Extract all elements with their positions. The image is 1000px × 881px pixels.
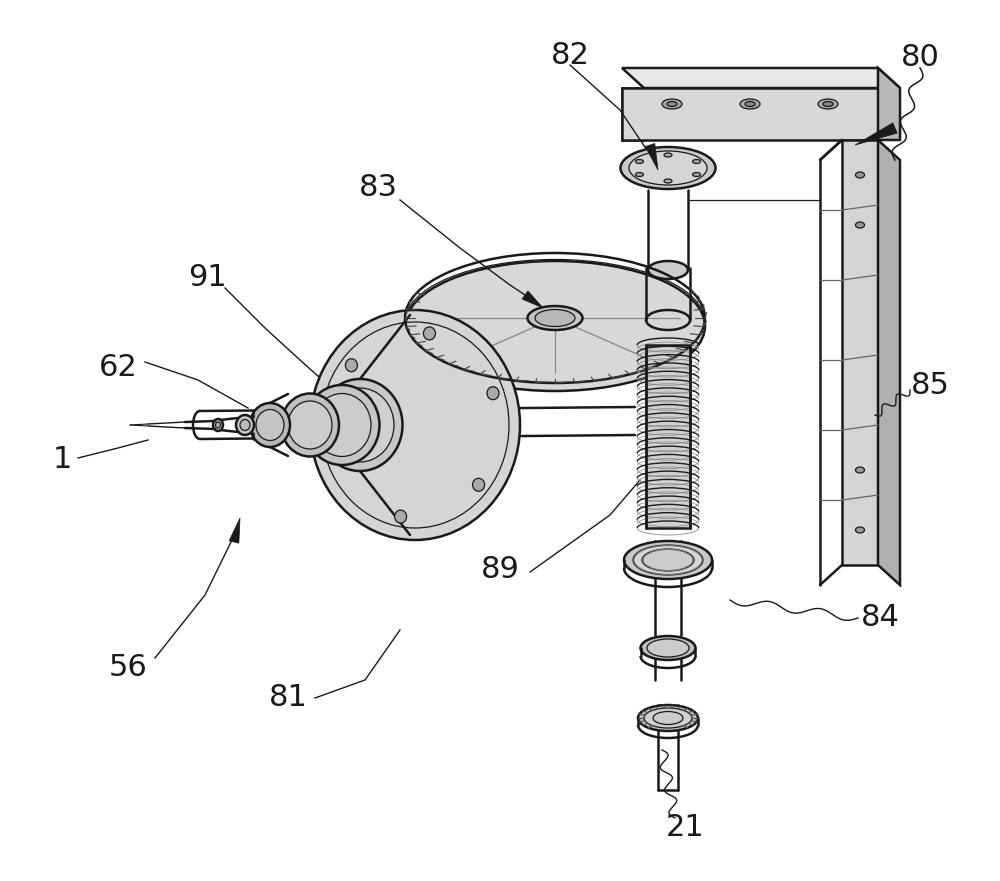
Ellipse shape: [213, 419, 223, 431]
Ellipse shape: [318, 379, 402, 471]
Ellipse shape: [620, 147, 716, 189]
Ellipse shape: [288, 401, 332, 449]
Polygon shape: [646, 345, 690, 528]
Polygon shape: [229, 518, 240, 544]
Ellipse shape: [667, 101, 677, 107]
Polygon shape: [842, 140, 878, 565]
Polygon shape: [522, 291, 543, 308]
Ellipse shape: [487, 387, 499, 400]
Ellipse shape: [856, 172, 864, 178]
Ellipse shape: [216, 422, 220, 428]
Ellipse shape: [664, 179, 672, 183]
Ellipse shape: [740, 99, 760, 109]
Text: 82: 82: [551, 41, 589, 70]
Polygon shape: [622, 88, 644, 140]
Polygon shape: [622, 88, 878, 140]
Ellipse shape: [326, 388, 394, 462]
Text: 56: 56: [109, 654, 147, 683]
Text: 85: 85: [911, 371, 949, 399]
Ellipse shape: [236, 415, 254, 435]
Ellipse shape: [281, 394, 339, 456]
Ellipse shape: [640, 636, 696, 660]
Ellipse shape: [331, 450, 343, 463]
Ellipse shape: [240, 419, 250, 431]
Ellipse shape: [856, 222, 864, 228]
Ellipse shape: [313, 394, 371, 456]
Ellipse shape: [693, 159, 701, 164]
Ellipse shape: [528, 306, 582, 330]
Ellipse shape: [473, 478, 485, 492]
Text: 1: 1: [52, 446, 72, 475]
Ellipse shape: [345, 359, 357, 372]
Ellipse shape: [856, 467, 864, 473]
Text: 21: 21: [666, 813, 704, 842]
Text: 83: 83: [358, 174, 398, 203]
Polygon shape: [645, 144, 658, 170]
Ellipse shape: [648, 261, 688, 279]
Ellipse shape: [304, 385, 380, 465]
Ellipse shape: [638, 705, 698, 731]
Polygon shape: [878, 140, 900, 585]
Ellipse shape: [629, 151, 707, 185]
Text: 89: 89: [481, 556, 519, 584]
Polygon shape: [855, 123, 897, 145]
Ellipse shape: [823, 101, 833, 107]
Polygon shape: [878, 68, 900, 140]
Text: 80: 80: [901, 43, 939, 72]
Polygon shape: [622, 68, 900, 88]
Text: 62: 62: [99, 353, 137, 382]
Ellipse shape: [624, 541, 712, 579]
Ellipse shape: [642, 549, 694, 571]
Ellipse shape: [535, 309, 575, 327]
Ellipse shape: [745, 101, 755, 107]
Ellipse shape: [647, 639, 689, 657]
Ellipse shape: [653, 712, 683, 724]
Ellipse shape: [664, 153, 672, 157]
Text: 84: 84: [861, 603, 899, 633]
Ellipse shape: [256, 410, 284, 440]
Ellipse shape: [662, 99, 682, 109]
Ellipse shape: [818, 99, 838, 109]
Ellipse shape: [405, 261, 705, 391]
Ellipse shape: [635, 159, 643, 164]
Ellipse shape: [423, 327, 435, 340]
Ellipse shape: [644, 708, 692, 728]
Text: 81: 81: [269, 684, 307, 713]
Ellipse shape: [395, 510, 407, 523]
Ellipse shape: [856, 527, 864, 533]
Ellipse shape: [635, 173, 643, 176]
Ellipse shape: [250, 403, 290, 447]
Text: 91: 91: [189, 263, 227, 292]
Ellipse shape: [633, 545, 703, 575]
Ellipse shape: [693, 173, 701, 176]
Ellipse shape: [310, 310, 520, 540]
